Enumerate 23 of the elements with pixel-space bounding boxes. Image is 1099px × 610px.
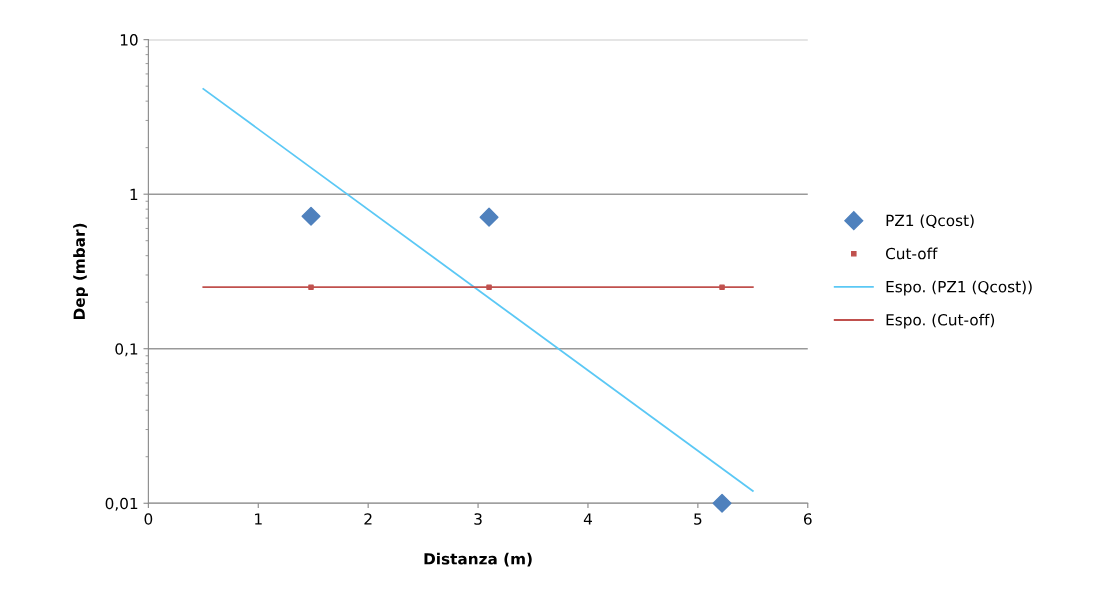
- legend-label: Cut-off: [885, 247, 938, 260]
- legend-label: PZ1 (Qcost): [886, 214, 974, 228]
- x-tick-label: 3: [474, 513, 482, 525]
- legend-label: Espo. (PZ1 (Qcost)): [886, 280, 1032, 296]
- y-tick-label: 0,1: [115, 343, 138, 357]
- point: [479, 207, 499, 227]
- point: [712, 493, 732, 513]
- x-axis-title: Distanza (m): [424, 552, 532, 567]
- x-tick-label: 6: [803, 513, 812, 525]
- x-tick-label: 0: [144, 513, 153, 525]
- x-tick-label: 2: [364, 513, 372, 525]
- x-tick-label: 5: [694, 513, 702, 525]
- point: [301, 206, 321, 226]
- point: [719, 284, 725, 291]
- x-tick-label: 4: [583, 513, 592, 525]
- point: [308, 284, 314, 291]
- y-tick-label: 10: [120, 34, 138, 46]
- y-axis-title: Dep (mbar): [73, 223, 88, 320]
- y-tick-label: 0,01: [105, 497, 138, 511]
- x-tick-label: 1: [255, 513, 262, 525]
- point: [486, 284, 492, 291]
- y-tick-label: 1: [130, 188, 138, 200]
- legend-label: Espo. (Cut-off): [886, 313, 995, 329]
